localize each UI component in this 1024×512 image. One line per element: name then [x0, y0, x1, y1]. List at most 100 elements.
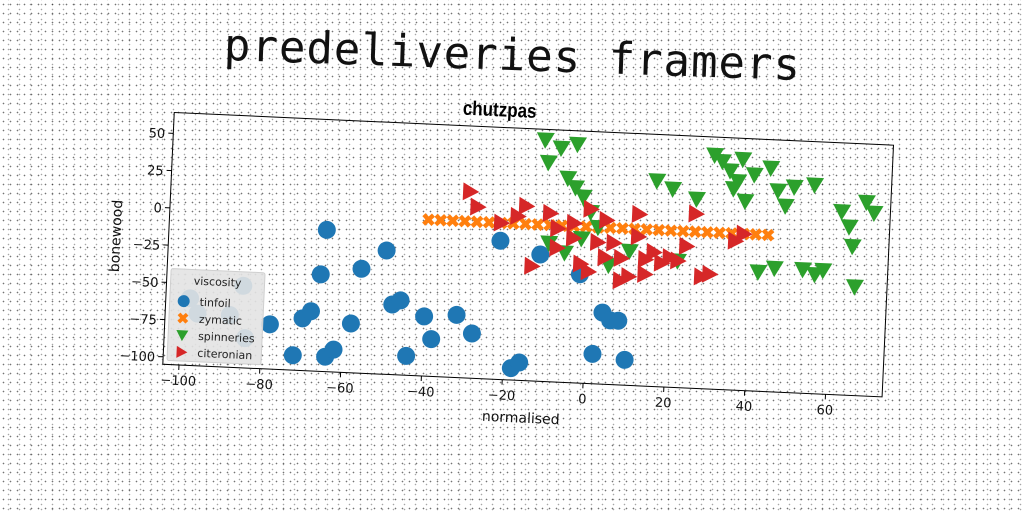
data-point-spinneries — [540, 235, 559, 252]
data-point-zymatic — [458, 214, 472, 228]
data-point-citeronian — [620, 267, 638, 286]
data-point-zymatic — [676, 224, 690, 238]
x-tick-label: 60 — [816, 403, 833, 419]
axes-frame — [162, 111, 895, 398]
data-point-spinneries — [569, 136, 588, 154]
data-point-citeronian — [736, 224, 753, 243]
y-tick-label: 0 — [153, 201, 162, 216]
data-point-tinfoil — [377, 241, 396, 260]
data-point-citeronian — [524, 256, 541, 275]
data-point-zymatic — [519, 217, 532, 231]
data-point-zymatic — [482, 215, 496, 229]
data-point-citeronian — [678, 236, 696, 255]
legend-marker-tinfoil — [177, 295, 190, 308]
y-tick-label: −75 — [129, 312, 157, 328]
data-point-spinneries — [536, 132, 555, 149]
data-point-citeronian — [542, 203, 560, 222]
data-point-tinfoil — [324, 340, 343, 359]
data-point-zymatic — [470, 215, 484, 229]
data-point-zymatic — [616, 221, 629, 235]
data-point-zymatic — [434, 213, 448, 227]
data-point-citeronian — [510, 206, 527, 225]
data-point-citeronian — [727, 231, 745, 250]
data-point-tinfoil — [260, 315, 279, 334]
data-point-spinneries — [664, 181, 683, 198]
data-point-citeronian — [637, 249, 655, 268]
legend-box — [166, 268, 266, 366]
data-point-spinneries — [567, 179, 586, 197]
data-point-spinneries — [776, 198, 795, 215]
data-point-citeronian — [662, 248, 679, 267]
data-point-zymatic — [652, 223, 666, 237]
data-point-spinneries — [539, 154, 558, 172]
data-point-spinneries — [865, 205, 884, 222]
x-tick-label: 40 — [735, 399, 752, 415]
data-point-spinneries — [794, 261, 813, 279]
data-point-citeronian — [597, 248, 614, 267]
data-point-tinfoil — [422, 330, 441, 349]
data-point-spinneries — [840, 219, 859, 236]
data-point-zymatic — [713, 226, 726, 240]
data-point-spinneries — [572, 230, 591, 248]
x-tick-label: −40 — [407, 384, 435, 400]
data-point-spinneries — [574, 189, 593, 206]
data-point-tinfoil — [397, 346, 416, 365]
data-point-tinfoil — [531, 245, 550, 264]
data-point-spinneries — [734, 151, 753, 169]
data-point-spinneries — [749, 264, 768, 281]
x-tick-label: −60 — [326, 381, 354, 397]
data-point-citeronian — [612, 271, 630, 290]
data-point-citeronian — [470, 197, 487, 216]
data-marks — [181, 132, 884, 378]
data-point-zymatic — [700, 225, 714, 239]
scatter-plot: −100 −80 −60 −40 −20 0 20 40 60 −100 −75 −50 −25 0 25 5… — [107, 111, 895, 428]
data-point-spinneries — [814, 262, 833, 280]
y-tick-label: −25 — [132, 237, 160, 253]
data-point-tinfoil — [609, 311, 628, 330]
data-point-citeronian — [653, 253, 671, 272]
data-point-spinneries — [769, 183, 788, 200]
data-point-citeronian — [589, 232, 607, 251]
data-point-spinneries — [552, 140, 571, 157]
data-point-zymatic — [531, 218, 545, 231]
legend-title: viscosity — [193, 275, 242, 290]
data-point-tinfoil — [415, 307, 434, 326]
legend-marker-zymatic — [177, 312, 189, 324]
data-point-tinfoil — [583, 344, 602, 363]
data-point-tinfoil — [391, 291, 410, 310]
data-point-tinfoil — [311, 265, 330, 284]
data-point-spinneries — [648, 173, 667, 190]
data-point-spinneries — [736, 193, 755, 211]
x-tick-label: −100 — [160, 373, 196, 390]
data-point-spinneries — [559, 170, 578, 188]
data-point-zymatic — [446, 214, 460, 228]
y-axis-label: bonewood — [107, 199, 126, 272]
data-point-citeronian — [493, 213, 511, 232]
y-tick-label: 25 — [147, 163, 164, 179]
data-point-citeronian — [637, 264, 654, 283]
data-point-tinfoil — [352, 259, 371, 278]
data-point-spinneries — [729, 173, 748, 191]
data-point-citeronian — [630, 227, 648, 246]
data-point-citeronian — [670, 251, 687, 270]
data-point-citeronian — [631, 204, 649, 223]
data-point-spinneries — [785, 179, 804, 196]
legend-marker-citeronian — [176, 345, 188, 358]
data-point-spinneries — [745, 167, 764, 184]
data-point-tinfoil — [341, 314, 360, 333]
axis-ticks: −100 −80 −60 −40 −20 0 20 40 60 −100 −75 −50 −25 0 25 5… — [119, 126, 833, 419]
data-point-citeronian — [550, 219, 567, 238]
x-tick-label: 0 — [578, 392, 587, 407]
data-point-tinfoil — [301, 302, 320, 321]
series-citeronian — [462, 182, 753, 290]
y-tick-label: 50 — [148, 126, 165, 142]
legend-marker-spinneries — [176, 330, 189, 342]
data-point-tinfoil — [283, 346, 302, 365]
data-point-citeronian — [565, 228, 583, 247]
y-tick-label: −50 — [131, 275, 159, 291]
data-point-zymatic — [422, 213, 435, 227]
data-point-tinfoil — [510, 353, 529, 372]
data-point-spinneries — [688, 191, 707, 208]
data-point-citeronian — [566, 213, 584, 232]
data-point-citeronian — [646, 242, 663, 261]
